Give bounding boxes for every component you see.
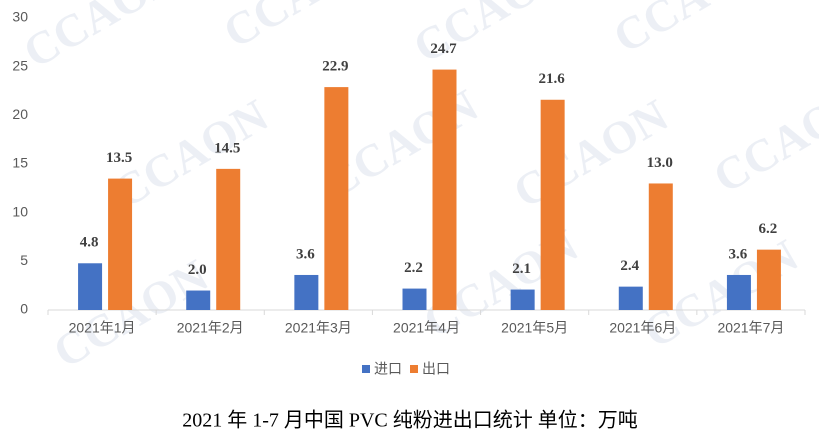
bar <box>648 183 673 310</box>
value-label: 2.2 <box>404 260 423 276</box>
y-tick-label: 30 <box>12 9 28 25</box>
x-tick-label: 2021年3月 <box>285 320 352 336</box>
value-label: 2.4 <box>620 258 639 274</box>
value-label: 2.1 <box>512 261 531 277</box>
legend-label: 进口 <box>374 361 402 377</box>
watermark: CCAON <box>605 0 777 63</box>
legend-swatch <box>362 365 370 373</box>
value-label: 13.5 <box>106 150 132 166</box>
x-tick-label: 2021年1月 <box>69 320 136 336</box>
value-label: 24.7 <box>430 41 457 57</box>
value-label: 2.0 <box>188 262 207 278</box>
x-tick-label: 2021年6月 <box>609 320 676 336</box>
y-tick-label: 0 <box>20 301 28 317</box>
x-tick-label: 2021年7月 <box>717 320 784 336</box>
value-label: 3.6 <box>729 246 748 262</box>
bar <box>294 274 319 310</box>
y-tick-label: 20 <box>12 106 28 122</box>
value-label: 6.2 <box>759 221 778 237</box>
y-tick-label: 25 <box>12 57 28 73</box>
bar <box>186 290 211 310</box>
bar <box>432 69 457 310</box>
bar <box>402 288 427 310</box>
bar <box>78 263 103 310</box>
value-label: 13.0 <box>647 155 673 171</box>
watermark: CCAON <box>215 0 387 58</box>
watermark: CCAON <box>405 0 577 73</box>
bar <box>108 178 133 310</box>
legend-swatch <box>410 365 418 373</box>
y-tick-label: 5 <box>20 252 28 268</box>
bar <box>510 289 535 310</box>
bar <box>618 286 643 310</box>
x-tick-label: 2021年5月 <box>501 320 568 336</box>
x-tick-label: 2021年2月 <box>177 320 244 336</box>
watermark: CCAON <box>705 74 819 203</box>
value-label: 3.6 <box>296 246 315 262</box>
chart-title: 2021 年 1-7 月中国 PVC 纯粉进出口统计 单位：万吨 <box>182 409 638 432</box>
y-tick-label: 15 <box>12 155 28 171</box>
bar <box>540 99 565 310</box>
value-label: 4.8 <box>80 235 99 251</box>
bar <box>216 168 241 310</box>
legend-label: 出口 <box>422 361 450 377</box>
y-tick-label: 10 <box>12 203 28 219</box>
bar <box>726 274 751 310</box>
value-label: 22.9 <box>322 59 348 75</box>
x-tick-label: 2021年4月 <box>393 320 460 336</box>
watermark: CCAON <box>15 0 187 78</box>
bar <box>756 249 781 310</box>
value-label: 21.6 <box>539 71 566 87</box>
value-label: 14.5 <box>214 140 240 156</box>
bar <box>324 87 349 311</box>
